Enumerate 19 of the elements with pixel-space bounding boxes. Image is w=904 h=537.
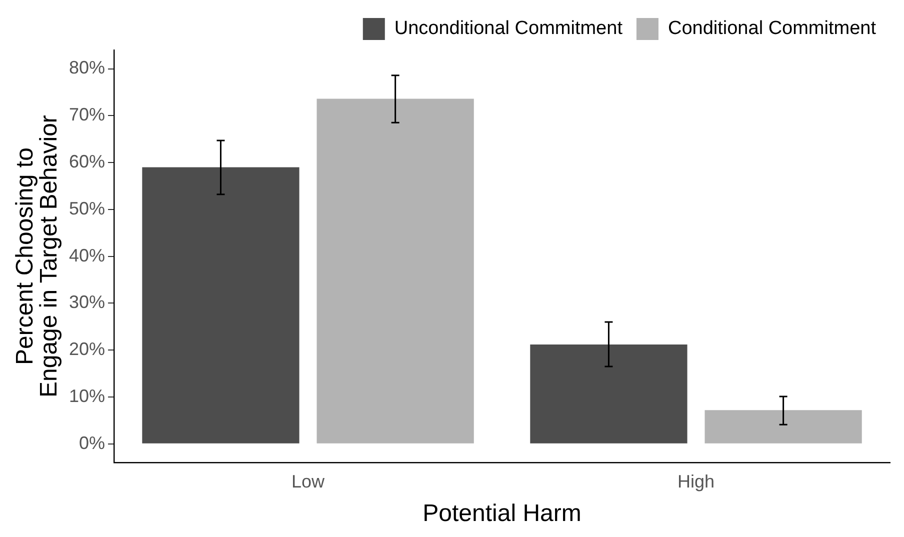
y-tick-label: 70% <box>68 104 106 125</box>
y-tick-label: 10% <box>68 386 106 406</box>
y-tick-label: 30% <box>68 292 106 312</box>
y-tick-label: 20% <box>68 339 106 360</box>
y-tick-label: 60% <box>68 151 106 172</box>
x-tick-label: High <box>677 471 715 492</box>
x-axis-title: Potential Harm <box>422 500 582 528</box>
y-tick-label: 50% <box>68 198 106 218</box>
x-tick-label: Low <box>292 471 326 492</box>
legend-label: Unconditional Commitment <box>394 18 624 40</box>
bar <box>316 98 474 444</box>
y-tick-label: 80% <box>68 58 106 78</box>
y-tick-label: 40% <box>68 245 106 266</box>
y-tick-label: 0% <box>79 432 106 453</box>
bar <box>142 167 300 444</box>
bar <box>704 410 862 444</box>
bar <box>530 344 688 444</box>
legend-label: Conditional Commitment <box>668 18 877 40</box>
y-axis-title: Percent Choosing to Engage in Target Behavior <box>12 115 63 398</box>
